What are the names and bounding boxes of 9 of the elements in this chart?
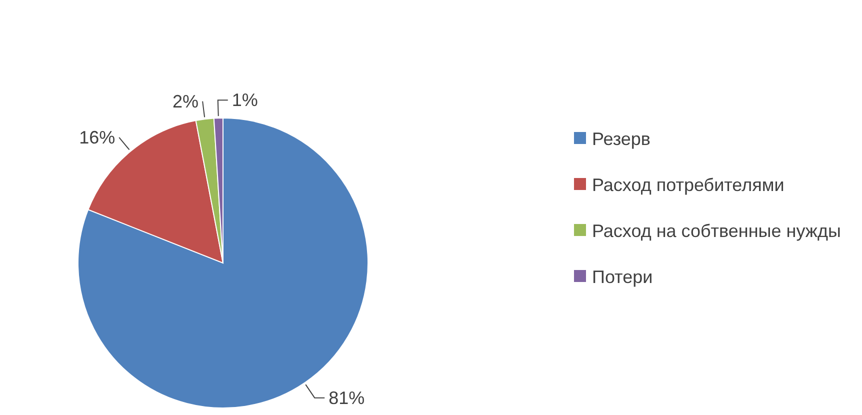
pie-slice [78, 118, 368, 408]
legend-label: Потери [592, 266, 653, 289]
data-label: 81% [328, 388, 365, 408]
legend-label: Расход потребителями [592, 174, 784, 197]
data-label: 1% [232, 90, 258, 110]
legend-label: Резерв [592, 128, 650, 151]
legend-label: Расход на собтвенные нужды [592, 220, 841, 243]
data-label: 16% [79, 127, 116, 148]
data-label: 2% [172, 91, 199, 112]
